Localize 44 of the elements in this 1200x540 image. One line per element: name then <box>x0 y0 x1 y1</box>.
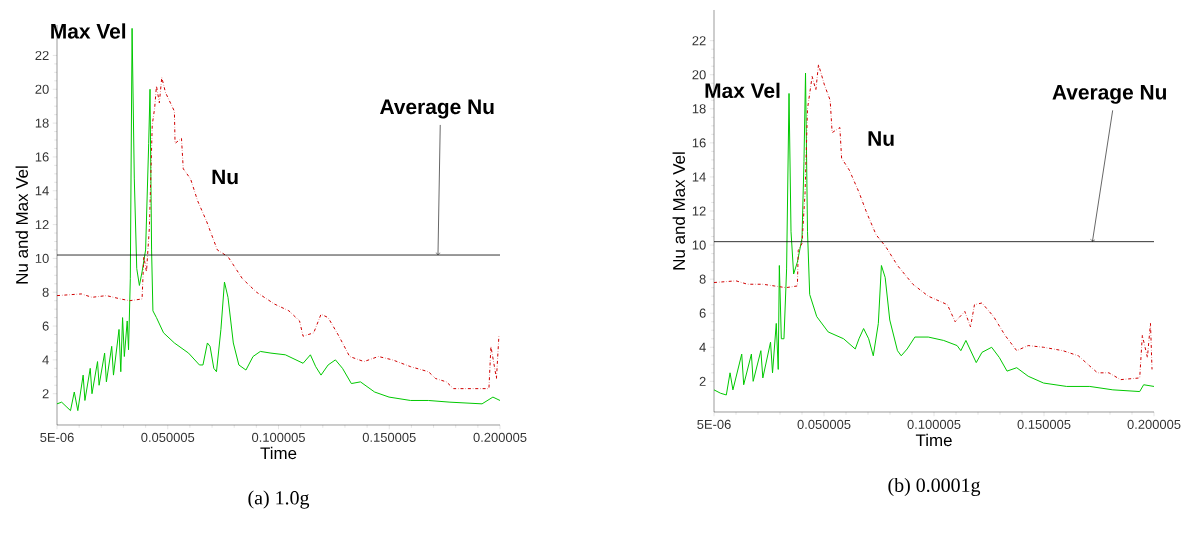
y-tick-label: 18 <box>692 104 706 114</box>
x-axis-title: Time <box>915 433 952 447</box>
ref-line-label: Average Nu <box>1052 85 1167 104</box>
y-tick-label: 6 <box>42 321 49 331</box>
y-axis-title: Nu and Max Vel <box>15 166 28 284</box>
y-tick-label: 18 <box>35 118 49 128</box>
series-label: Max Vel <box>51 23 126 39</box>
x-axis-title: Time <box>260 446 297 460</box>
y-axis-title: Nu and Max Vel <box>672 152 685 270</box>
y-tick-label: 8 <box>42 287 49 297</box>
y-tick-label: 6 <box>699 308 706 318</box>
x-tick-label: 5E-06 <box>40 432 74 442</box>
y-tick-label: 4 <box>699 342 706 352</box>
y-tick-label: 14 <box>692 172 706 182</box>
x-tick-label: 0.200005 <box>473 432 527 442</box>
y-tick-label: 14 <box>35 186 49 196</box>
series-label: Nu <box>212 169 238 185</box>
y-tick-label: 10 <box>692 240 706 250</box>
y-tick-label: 22 <box>35 50 49 60</box>
x-tick-label: 0.150005 <box>362 432 416 442</box>
y-tick-label: 20 <box>35 84 49 94</box>
x-tick-label: 0.150005 <box>1017 419 1071 429</box>
text: (b) 0.0001g <box>888 477 981 496</box>
y-tick-label: 16 <box>692 138 706 148</box>
y-tick-label: 2 <box>699 376 706 386</box>
series-label: Nu <box>868 131 894 146</box>
y-tick-label: 10 <box>35 253 49 263</box>
x-tick-label: 0.200005 <box>1127 419 1181 429</box>
y-tick-label: 8 <box>699 274 706 284</box>
y-tick-label: 4 <box>42 355 49 365</box>
y-tick-label: 22 <box>692 36 706 46</box>
y-tick-label: 16 <box>35 152 49 162</box>
x-tick-label: 0.050005 <box>141 432 195 442</box>
text: (a) 1.0g <box>248 490 310 509</box>
x-tick-label: 0.100005 <box>252 432 305 442</box>
series-label: Max Vel <box>705 82 780 99</box>
ref-line-label: Average Nu <box>380 99 494 119</box>
x-tick-label: 0.100005 <box>907 419 961 429</box>
x-tick-label: 5E-06 <box>697 419 731 429</box>
y-tick-label: 12 <box>35 220 49 230</box>
y-tick-label: 20 <box>692 70 706 80</box>
y-tick-label: 12 <box>692 206 706 216</box>
y-tick-label: 2 <box>42 389 49 399</box>
x-tick-label: 0.050005 <box>797 419 851 429</box>
